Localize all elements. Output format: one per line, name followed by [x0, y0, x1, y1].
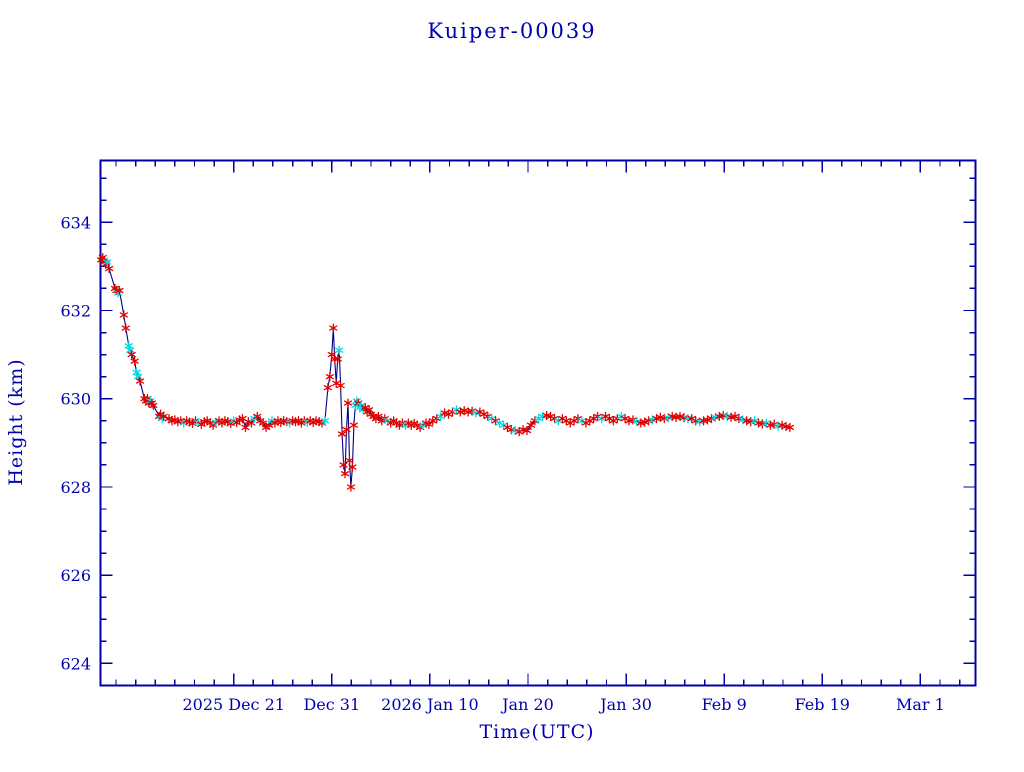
- height-data-line: [100, 257, 791, 488]
- height-cyan-marker: [320, 416, 330, 426]
- height-red-marker: [336, 380, 345, 391]
- height-red-marker: [337, 429, 347, 439]
- x-tick-label: Mar 1: [896, 695, 945, 714]
- tick-labels: 2025 Dec 21 Dec 31 2026 Jan 10 Jan 20 Jan 30…: [60, 213, 944, 714]
- height-red-marker: [98, 252, 107, 263]
- height-red-marker: [330, 354, 339, 364]
- height-red-marker: [675, 411, 685, 422]
- height-red-marker: [349, 420, 358, 430]
- height-cyan-marker: [664, 413, 673, 423]
- y-tick-label: 626: [60, 566, 91, 585]
- x-tick-label: Dec 31: [303, 695, 360, 714]
- height-red-marker: [232, 417, 241, 428]
- height-red-marker: [342, 424, 351, 435]
- x-axis-label: Time(UTC): [479, 721, 594, 743]
- height-cyan-marker: [511, 425, 520, 436]
- height-red-marker: [734, 413, 744, 424]
- height-red-marker: [115, 285, 124, 296]
- height-red-marker: [440, 408, 449, 418]
- height-red-marker: [208, 420, 218, 430]
- data-series: [97, 252, 795, 492]
- axes: [99, 159, 977, 687]
- height-cyan-marker: [632, 417, 641, 427]
- x-tick-label: 2026 Jan 10: [381, 695, 479, 714]
- x-tick-label: Jan 20: [500, 695, 554, 714]
- height-cyan-marker: [648, 415, 657, 425]
- height-red-marker: [777, 420, 787, 430]
- height-cyan-marker: [126, 345, 135, 355]
- height-red-marker: [652, 413, 661, 424]
- y-tick-label: 630: [60, 390, 91, 409]
- height-red-marker: [340, 469, 350, 479]
- x-tick-label: Feb 19: [795, 695, 850, 714]
- height-red-marker: [323, 383, 332, 393]
- height-red-marker: [656, 412, 665, 422]
- height-red-marker: [456, 407, 465, 417]
- height-red-marker: [135, 376, 145, 386]
- x-tick-label: Feb 9: [702, 695, 747, 714]
- height-red-marker: [460, 405, 469, 416]
- height-red-marker: [121, 323, 130, 333]
- height-red-marker: [329, 323, 338, 333]
- height-red-marker: [345, 455, 354, 466]
- chart-title: Kuiper-00039: [427, 19, 596, 43]
- height-red-marker: [424, 419, 434, 429]
- height-red-marker: [105, 263, 114, 274]
- height-red-marker: [149, 400, 158, 411]
- x-tick-label: Jan 30: [598, 695, 652, 714]
- height-red-marker: [346, 482, 356, 492]
- height-cyan-marker: [124, 341, 133, 351]
- height-red-marker: [703, 415, 712, 425]
- height-red-marker: [325, 372, 334, 382]
- y-tick-label: 634: [60, 213, 91, 232]
- x-tick-label: 2025 Dec 21: [182, 695, 285, 714]
- y-axis-label: Height (km): [5, 358, 27, 485]
- axis-box: [99, 159, 977, 687]
- height-red-marker: [707, 413, 716, 424]
- height-cyan-marker: [436, 411, 445, 422]
- y-tick-label: 624: [60, 654, 91, 673]
- height-red-marker: [241, 422, 250, 433]
- height-red-marker: [339, 460, 348, 470]
- height-cyan-marker: [132, 367, 141, 377]
- y-tick-label: 628: [60, 478, 91, 497]
- height-red-marker: [343, 398, 353, 408]
- height-red-marker: [348, 462, 357, 472]
- height-red-marker: [640, 417, 649, 427]
- height-red-marker: [127, 349, 136, 360]
- height-red-marker: [522, 425, 532, 436]
- height-cyan-marker: [335, 345, 344, 355]
- height-red-marker: [130, 356, 139, 366]
- height-red-marker: [333, 354, 342, 364]
- height-red-marker: [119, 310, 128, 320]
- height-cyan-marker: [103, 257, 112, 267]
- y-tick-label: 632: [60, 302, 91, 321]
- height-red-marker: [785, 422, 795, 433]
- height-red-marker: [159, 411, 168, 422]
